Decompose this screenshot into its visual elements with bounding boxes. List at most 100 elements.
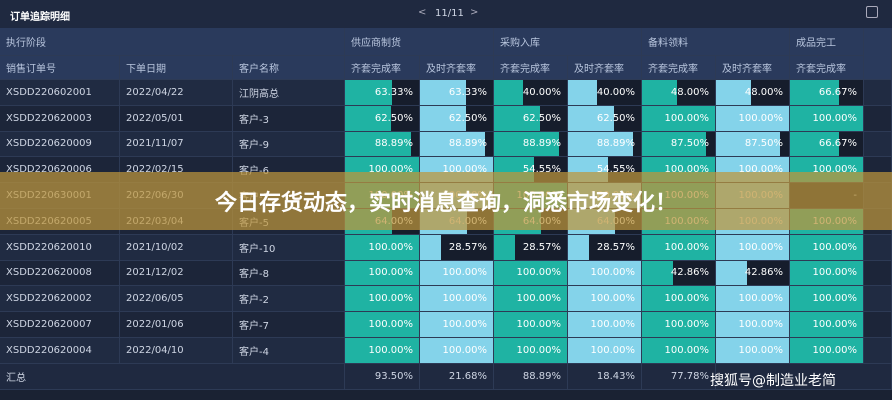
percent-bar (716, 286, 789, 312)
scroll-cell (864, 234, 892, 261)
percent-bar (790, 131, 839, 157)
scroll-cell (864, 312, 892, 338)
percent-label: 54.55% (522, 164, 561, 176)
percent-label: 100.00% (738, 241, 784, 253)
text-cell: XSDD220620009 (0, 131, 120, 158)
percent-label: 100.00% (664, 112, 710, 124)
percent-label: 100.00% (664, 293, 710, 305)
percent-cell: 88.89% (420, 131, 494, 158)
percent-label: 100.00% (738, 164, 784, 176)
percent-bar (642, 286, 715, 312)
group-header: 备料领料 (642, 28, 790, 56)
percent-label: 66.67% (818, 86, 857, 98)
percent-bar (494, 80, 524, 105)
percent-cell: 100.00% (345, 260, 420, 287)
column-header: 齐套完成率 (345, 56, 420, 80)
percent-cell: 100.00% (345, 338, 420, 364)
fullscreen-icon[interactable] (866, 6, 878, 18)
text-cell: 江阴高总 (233, 80, 345, 106)
text-cell: XSDD220620004 (0, 338, 120, 364)
percent-label: 62.50% (374, 112, 413, 124)
percent-label: 100.00% (664, 164, 710, 176)
column-header: 及时齐套率 (568, 56, 642, 80)
column-header: 销售订单号 (0, 56, 120, 80)
percent-label: 40.00% (596, 86, 635, 98)
percent-label: 100.00% (812, 164, 858, 176)
percent-bar (494, 105, 540, 131)
percent-bar (790, 80, 839, 105)
percent-cell: 28.57% (568, 234, 642, 261)
percent-bar (642, 234, 715, 260)
text-cell: 客户-8 (233, 260, 345, 287)
percent-cell: 100.00% (568, 312, 642, 338)
percent-bar (345, 234, 419, 260)
scroll-cell (864, 338, 892, 364)
text-cell: 2021/10/02 (120, 234, 233, 261)
percent-cell: 100.00% (716, 312, 790, 338)
column-header: 齐套完成率 (790, 56, 864, 80)
title: 订单追踪明细 (10, 12, 70, 23)
text-cell: XSDD220620002 (0, 286, 120, 313)
percent-bar (568, 338, 641, 363)
percent-label: 100.00% (812, 241, 858, 253)
percent-bar (716, 105, 789, 131)
percent-bar (494, 260, 567, 286)
percent-bar (568, 80, 598, 105)
text-cell: XSDD220620008 (0, 260, 120, 287)
percent-cell: 100.00% (716, 234, 790, 261)
percent-cell: 100.00% (345, 286, 420, 313)
next-page[interactable]: > (470, 7, 479, 18)
header-cell (864, 28, 892, 80)
percent-bar (568, 105, 614, 131)
percent-bar (790, 260, 863, 286)
percent-label: 63.33% (374, 86, 413, 98)
percent-label: 100.00% (368, 164, 414, 176)
percent-label: 48.00% (744, 86, 783, 98)
percent-cell: 100.00% (790, 338, 864, 364)
percent-bar (345, 312, 419, 337)
column-header: 及时齐套率 (716, 56, 790, 80)
percent-cell: 100.00% (420, 260, 494, 287)
percent-bar (345, 286, 419, 312)
prev-page[interactable]: < (418, 7, 427, 18)
percent-cell: 87.50% (716, 131, 790, 158)
text-cell: 客户-9 (233, 131, 345, 158)
percent-label: 88.89% (596, 138, 635, 150)
scroll-cell (864, 80, 892, 106)
total-cell: 88.89% (494, 363, 568, 390)
percent-cell: 100.00% (568, 260, 642, 287)
percent-bar (345, 105, 392, 131)
percent-cell: 100.00% (716, 338, 790, 364)
percent-bar (568, 131, 633, 157)
text-cell: 2021/11/07 (120, 131, 233, 158)
total-cell (716, 363, 892, 390)
percent-cell: 100.00% (716, 286, 790, 313)
percent-cell: 40.00% (494, 80, 568, 106)
total-cell: 93.50% (345, 363, 420, 390)
percent-label: 100.00% (812, 344, 858, 356)
scroll-cell (864, 131, 892, 158)
column-header: 客户名称 (233, 56, 345, 80)
percent-bar (345, 131, 411, 157)
percent-cell: 88.89% (345, 131, 420, 158)
percent-bar (642, 131, 706, 157)
percent-cell: 62.50% (568, 105, 642, 132)
text-cell: 2022/05/01 (120, 105, 233, 132)
percent-label: 87.50% (744, 138, 783, 150)
percent-label: 66.67% (818, 138, 857, 150)
percent-bar (716, 234, 789, 260)
percent-label: 62.50% (522, 112, 561, 124)
percent-cell: 100.00% (420, 338, 494, 364)
group-header: 采购入库 (494, 28, 642, 56)
percent-label: 100.00% (738, 293, 784, 305)
percent-bar (420, 338, 493, 363)
percent-cell: 100.00% (345, 312, 420, 338)
percent-bar (790, 312, 863, 337)
percent-cell: 100.00% (790, 234, 864, 261)
percent-cell: 88.89% (494, 131, 568, 158)
percent-label: 28.57% (522, 241, 561, 253)
percent-bar (642, 312, 715, 337)
percent-bar (642, 338, 715, 363)
percent-label: 100.00% (368, 319, 414, 331)
